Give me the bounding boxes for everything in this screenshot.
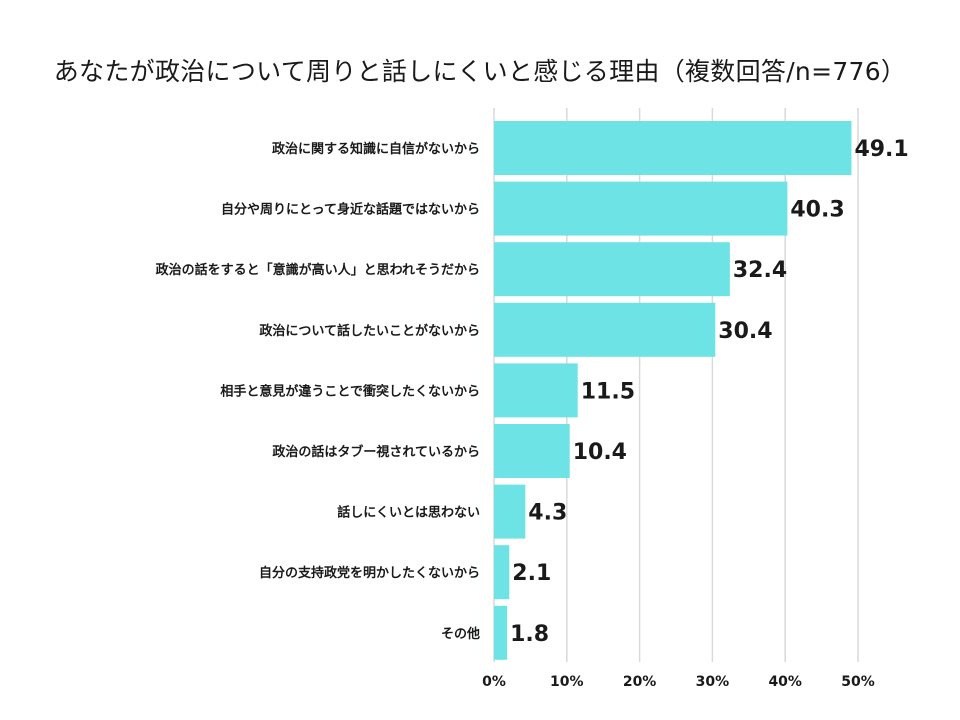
x-tick-label: 30% — [696, 674, 730, 690]
value-label: 10.4 — [573, 440, 627, 465]
value-label: 4.3 — [528, 501, 567, 526]
category-label: 政治の話をすると「意識が高い人」と思われそうだから — [156, 262, 480, 278]
category-label: 話しにくいとは思わない — [337, 505, 480, 521]
bar — [494, 181, 788, 236]
value-label: 32.4 — [733, 258, 787, 283]
bar — [494, 242, 730, 297]
value-labels: 49.1 40.3 32.4 30.4 11.5 10.4 4.3 2.1 1.8 — [510, 137, 909, 647]
value-label: 1.8 — [510, 622, 549, 647]
x-tick-label: 0% — [482, 674, 506, 690]
bars — [494, 121, 852, 660]
category-label: 政治について話したいことがないから — [259, 323, 480, 339]
value-label: 11.5 — [581, 379, 635, 404]
bar — [494, 363, 578, 418]
bar — [494, 605, 508, 660]
category-label: 政治の話はタブー視されているから — [272, 444, 480, 460]
category-labels: 政治に関する知識に自信がないから自分や周りにとって身近な話題ではないから政治の話… — [156, 141, 480, 642]
x-tick-label: 10% — [550, 674, 584, 690]
x-tick-label: 50% — [841, 674, 875, 690]
bar — [494, 121, 852, 175]
x-axis-tick-labels: 0% 10% 20% 30% 40% 50% — [482, 674, 875, 690]
x-tick-label: 20% — [623, 674, 657, 690]
bar — [494, 484, 526, 539]
bar — [494, 424, 570, 478]
value-label: 40.3 — [790, 198, 844, 223]
category-label: 相手と意見が違うことで衝突したくないから — [220, 383, 480, 399]
category-label: 自分や周りにとって身近な話題ではないから — [221, 202, 480, 218]
category-label: 自分の支持政党を明かしたくないから — [259, 565, 480, 581]
bar — [494, 545, 510, 600]
category-label: その他 — [441, 626, 480, 642]
category-label: 政治に関する知識に自信がないから — [272, 141, 480, 157]
value-label: 2.1 — [512, 561, 551, 586]
bar — [494, 302, 716, 357]
x-tick-label: 40% — [768, 674, 802, 690]
value-label: 49.1 — [854, 137, 908, 162]
chart-title: あなたが政治について周りと話しにくいと感じる理由（複数回答/n=776） — [53, 57, 907, 86]
value-label: 30.4 — [718, 319, 772, 344]
